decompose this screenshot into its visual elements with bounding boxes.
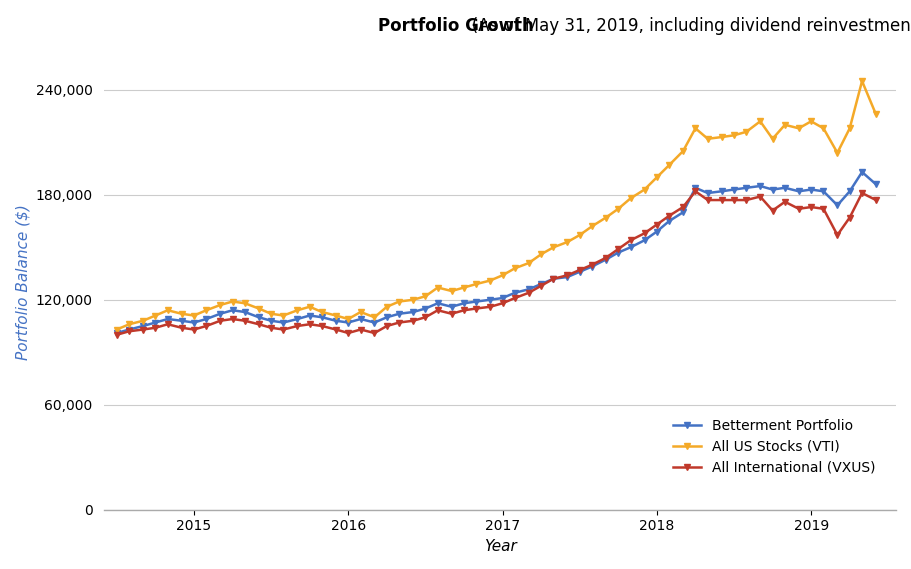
Text: (As of May 31, 2019, including dividend reinvestment): (As of May 31, 2019, including dividend … <box>456 17 911 35</box>
All International (VXUS) <box>587 261 598 268</box>
Legend: Betterment Portfolio, All US Stocks (VTI), All International (VXUS): Betterment Portfolio, All US Stocks (VTI… <box>668 413 881 480</box>
X-axis label: Year: Year <box>484 539 517 554</box>
Betterment Portfolio <box>587 263 598 270</box>
Betterment Portfolio <box>111 329 122 336</box>
Text: Portfolio Growth: Portfolio Growth <box>378 17 533 35</box>
All International (VXUS) <box>240 318 251 324</box>
Betterment Portfolio <box>871 181 882 188</box>
All International (VXUS) <box>871 197 882 204</box>
All International (VXUS) <box>331 326 342 333</box>
All International (VXUS) <box>355 326 366 333</box>
Betterment Portfolio <box>240 308 251 315</box>
All International (VXUS) <box>304 321 315 328</box>
All US Stocks (VTI) <box>240 300 251 307</box>
All US Stocks (VTI) <box>111 326 122 333</box>
All International (VXUS) <box>111 331 122 338</box>
All US Stocks (VTI) <box>369 314 380 321</box>
All US Stocks (VTI) <box>355 308 366 315</box>
Y-axis label: Portfolio Balance ($): Portfolio Balance ($) <box>15 204 30 360</box>
Betterment Portfolio <box>355 316 366 323</box>
All International (VXUS) <box>690 188 701 195</box>
All US Stocks (VTI) <box>304 303 315 310</box>
All US Stocks (VTI) <box>856 77 867 84</box>
Line: Betterment Portfolio: Betterment Portfolio <box>114 169 879 336</box>
Betterment Portfolio <box>331 318 342 324</box>
Betterment Portfolio <box>369 319 380 326</box>
Betterment Portfolio <box>856 168 867 175</box>
All US Stocks (VTI) <box>587 223 598 230</box>
Betterment Portfolio <box>304 312 315 319</box>
All US Stocks (VTI) <box>331 312 342 319</box>
All US Stocks (VTI) <box>871 111 882 118</box>
Line: All US Stocks (VTI): All US Stocks (VTI) <box>114 79 879 332</box>
Line: All International (VXUS): All International (VXUS) <box>114 188 879 337</box>
All International (VXUS) <box>369 329 380 336</box>
